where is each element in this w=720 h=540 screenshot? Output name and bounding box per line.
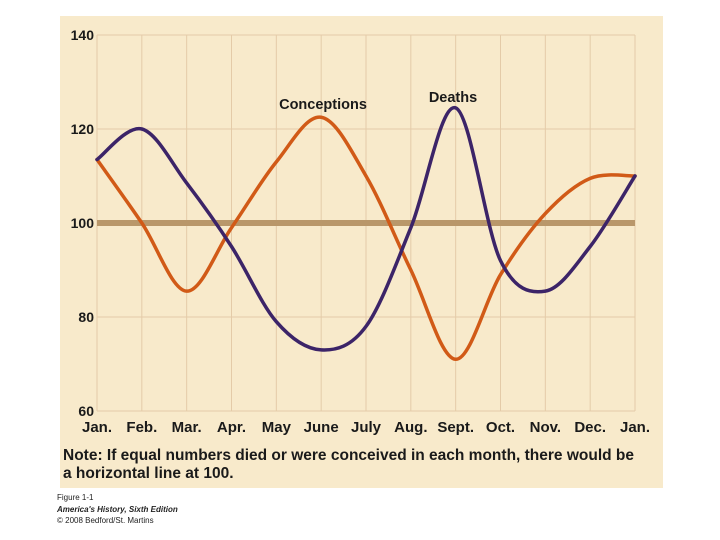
deaths-line [95, 106, 637, 352]
x-tick-label: May [262, 419, 292, 436]
y-tick-label: 60 [78, 403, 94, 419]
x-tick-label: Nov. [530, 419, 561, 436]
x-tick-label: Jan. [620, 419, 650, 436]
figure-number: Figure 1-1 [57, 493, 94, 502]
chart-panel [60, 16, 663, 488]
x-tick-label: Mar. [172, 419, 202, 436]
book-title: America's History, Sixth Edition [57, 505, 178, 514]
x-tick-label: Feb. [126, 419, 157, 436]
x-tick-label: Jan. [82, 419, 112, 436]
deaths-label: Deaths [429, 90, 477, 106]
x-tick-label: July [351, 419, 382, 436]
y-tick-label: 140 [71, 27, 95, 43]
series-lines [95, 106, 637, 362]
x-tick-label: Oct. [486, 419, 515, 436]
y-tick-label: 100 [71, 215, 95, 231]
x-tick-label: Apr. [217, 419, 246, 436]
conceptions-line [95, 115, 637, 362]
series-labels: Conceptions Deaths [279, 90, 477, 113]
x-tick-label: June [304, 419, 339, 436]
copyright-line: © 2008 Bedford/St. Martins [57, 516, 154, 525]
y-tick-label: 120 [71, 121, 95, 137]
x-tick-label: Aug. [394, 419, 427, 436]
chart-note-line-1: Note: If equal numbers died or were conc… [63, 447, 635, 464]
x-axis-tick-labels: Jan. Feb. Mar. Apr. May June July Aug. Sept. Oct.… [82, 419, 650, 436]
y-axis-tick-labels: 60 80 100 120 140 [71, 27, 95, 419]
x-tick-label: Sept. [437, 419, 474, 436]
chart-note-line-2: a horizontal line at 100. [63, 465, 234, 482]
y-tick-label: 80 [78, 309, 94, 325]
x-tick-label: Dec. [574, 419, 606, 436]
conceptions-label: Conceptions [279, 97, 367, 113]
